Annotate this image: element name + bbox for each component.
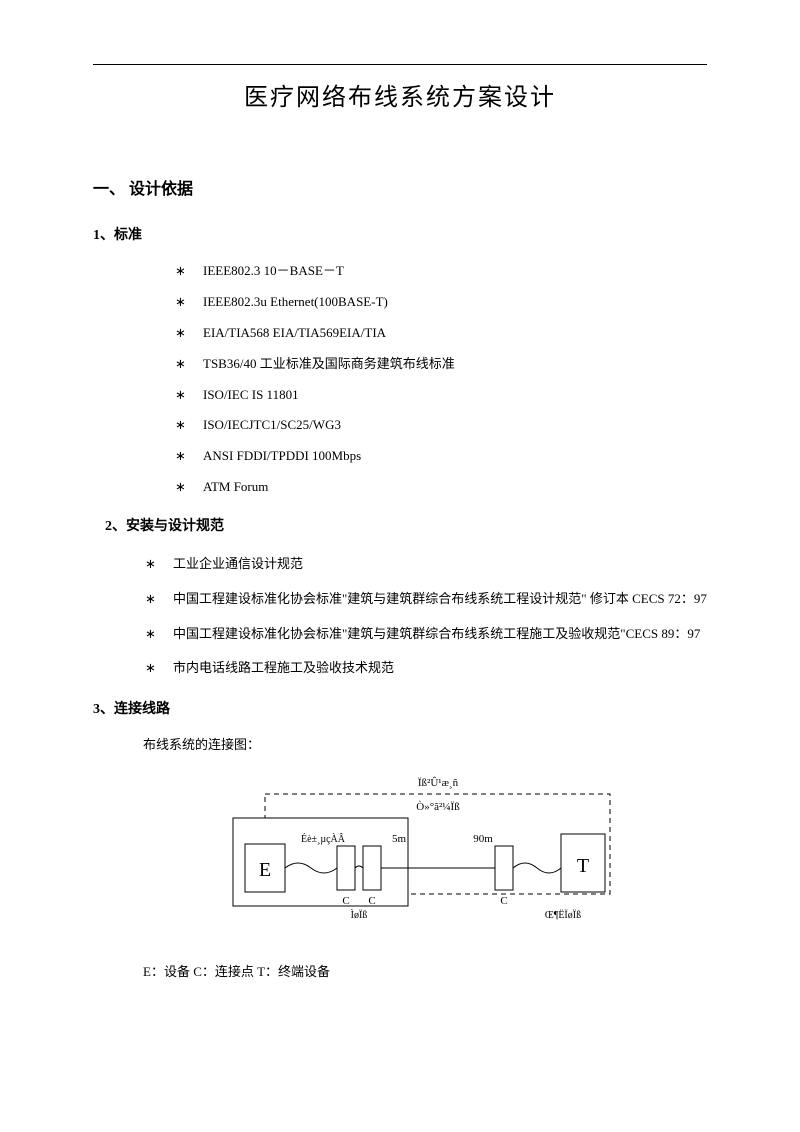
- diagram-intro: 布线系统的连接图：: [93, 735, 707, 756]
- list-item: ATM Forum: [203, 477, 707, 498]
- list-item: IEEE802.3 10－BASE－T: [203, 261, 707, 282]
- svg-text:T: T: [577, 855, 589, 877]
- page-title: 医疗网络布线系统方案设计: [93, 79, 707, 117]
- sub-heading-2: 2、安装与设计规范: [93, 516, 707, 538]
- svg-text:Ïß²Û¹æ¸ñ: Ïß²Û¹æ¸ñ: [418, 777, 459, 789]
- svg-text:E: E: [259, 859, 271, 881]
- svg-text:C: C: [500, 895, 507, 907]
- svg-text:Œ¶ËÏøÏß: Œ¶ËÏøÏß: [545, 909, 581, 921]
- standards-list: IEEE802.3 10－BASE－T IEEE802.3u Ethernet(…: [93, 261, 707, 497]
- svg-text:ÌøÏß: ÌøÏß: [351, 909, 368, 921]
- list-item: IEEE802.3u Ethernet(100BASE-T): [203, 292, 707, 313]
- connection-diagram: Ïß²Û¹æ¸ñ Ò»°ã²¼Ïß E Éè±¸µçÀÂ C C 5m 90m C T ÌøÏß Œ¶…: [223, 766, 643, 944]
- spec-list: 工业企业通信设计规范 中国工程建设标准化协会标准"建筑与建筑群综合布线系统工程设…: [93, 552, 707, 681]
- svg-text:5m: 5m: [392, 833, 407, 845]
- section-heading-1: 一、 设计依据: [93, 177, 707, 203]
- list-item: ISO/IECJTC1/SC25/WG3: [203, 415, 707, 436]
- sub-heading-1: 1、标准: [93, 225, 707, 247]
- list-item: 中国工程建设标准化协会标准"建筑与建筑群综合布线系统工程施工及验收规范"CECS…: [173, 622, 707, 647]
- list-item: TSB36/40 工业标准及国际商务建筑布线标准: [203, 354, 707, 375]
- list-item: 中国工程建设标准化协会标准"建筑与建筑群综合布线系统工程设计规范" 修订本 CE…: [173, 587, 707, 612]
- sub-heading-3: 3、连接线路: [93, 699, 707, 721]
- svg-text:C: C: [342, 895, 349, 907]
- list-item: ANSI FDDI/TPDDI 100Mbps: [203, 446, 707, 467]
- diagram-legend: E：设备 C：连接点 T：终端设备: [93, 962, 707, 983]
- svg-text:C: C: [368, 895, 375, 907]
- top-rule: [93, 64, 707, 65]
- svg-text:Éè±¸µçÀÂ: Éè±¸µçÀÂ: [301, 833, 346, 845]
- list-item: ISO/IEC IS 11801: [203, 385, 707, 406]
- svg-text:90m: 90m: [473, 833, 493, 845]
- list-item: 工业企业通信设计规范: [173, 552, 707, 577]
- svg-text:Ò»°ã²¼Ïß: Ò»°ã²¼Ïß: [416, 801, 460, 813]
- list-item: EIA/TIA568 EIA/TIA569EIA/TIA: [203, 323, 707, 344]
- list-item: 市内电话线路工程施工及验收技术规范: [173, 656, 707, 681]
